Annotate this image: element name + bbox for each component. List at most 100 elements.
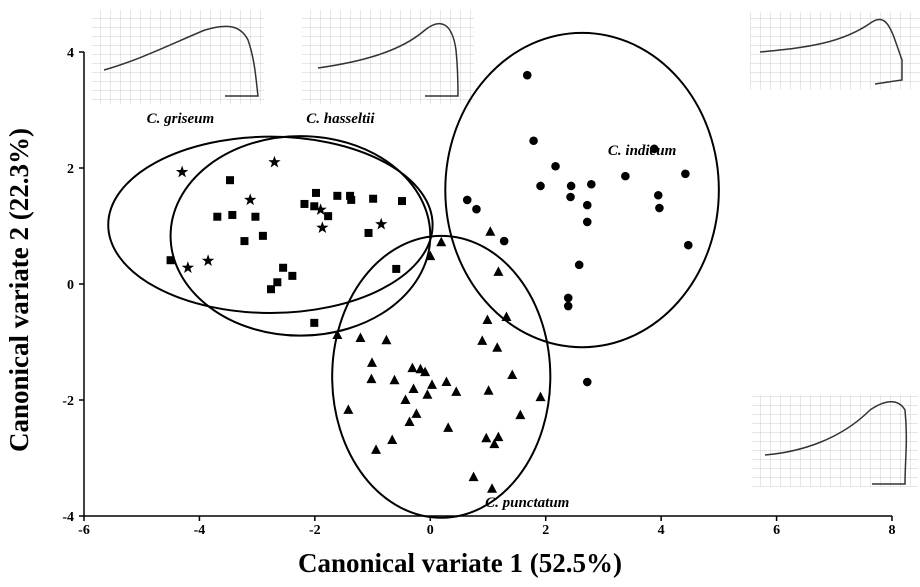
circle-point	[654, 191, 663, 200]
square-point	[226, 176, 234, 184]
circle-point	[566, 193, 575, 202]
star-point	[182, 261, 194, 273]
circle-point	[583, 218, 592, 227]
triangle-point	[477, 335, 487, 345]
series-label: C. indicum	[608, 143, 676, 159]
series-label: C. griseum	[147, 111, 215, 127]
square-point	[279, 264, 287, 272]
triangle-point	[451, 386, 461, 396]
circle-point	[564, 294, 573, 303]
square-point	[347, 196, 355, 204]
triangle-point	[441, 377, 451, 387]
circle-point	[681, 170, 690, 179]
triangle-point	[400, 395, 410, 405]
square-point	[240, 237, 248, 245]
y-tick-label: -2	[62, 394, 74, 409]
triangle-point	[487, 483, 497, 493]
star-point	[176, 166, 188, 178]
circle-point	[536, 182, 545, 191]
square-point	[398, 197, 406, 205]
square-point	[273, 278, 281, 286]
triangle-point	[485, 226, 495, 236]
triangle-point	[366, 374, 376, 384]
circle-point	[472, 205, 481, 214]
triangle-point	[427, 379, 437, 389]
series-label: C. punctatum	[485, 495, 569, 511]
triangle-point	[436, 237, 446, 247]
square-point	[213, 213, 221, 221]
x-tick-label: -2	[309, 523, 321, 538]
triangle-point	[371, 444, 381, 454]
star-point	[202, 254, 214, 266]
x-tick-label: -6	[78, 523, 90, 538]
triangle-point	[355, 332, 365, 342]
square-point	[312, 189, 320, 197]
page: Canonical variate 1 (52.5%) Canonical va…	[0, 0, 920, 587]
triangle-point	[405, 417, 415, 427]
triangle-point	[482, 314, 492, 324]
square-point	[167, 256, 175, 264]
circle-point	[523, 71, 532, 80]
circle-point	[564, 302, 573, 311]
square-point	[333, 192, 341, 200]
triangle-point	[343, 404, 353, 414]
x-axis-title: Canonical variate 1 (52.5%)	[298, 548, 622, 578]
deformation-grid	[752, 395, 918, 487]
confidence-ellipse	[332, 236, 550, 518]
circle-point	[583, 201, 592, 210]
deformation-grid	[302, 10, 474, 104]
circle-point	[655, 204, 664, 213]
triangle-point	[493, 432, 503, 442]
chart: Canonical variate 1 (52.5%) Canonical va…	[0, 0, 920, 582]
triangle-point	[443, 422, 453, 432]
star-point	[268, 156, 280, 168]
circle-point	[650, 145, 659, 154]
star-point	[375, 218, 387, 230]
square-point	[310, 202, 318, 210]
circle-point	[587, 180, 596, 189]
star-point	[244, 193, 256, 205]
x-tick-label: 2	[542, 523, 549, 538]
deformation-grid	[750, 12, 920, 90]
x-tick-label: 8	[889, 523, 896, 538]
triangle-point	[515, 410, 525, 420]
y-axis-title: Canonical variate 2 (22.3%)	[4, 128, 34, 452]
triangle-point	[409, 383, 419, 393]
square-point	[392, 265, 400, 273]
y-tick-label: 4	[67, 46, 74, 61]
deformation-grid	[92, 10, 264, 104]
circle-point	[567, 182, 576, 191]
x-tick-label: 4	[658, 523, 665, 538]
triangle-point	[536, 392, 546, 402]
triangle-point	[507, 370, 517, 380]
x-tick-label: 0	[427, 523, 434, 538]
square-point	[259, 232, 267, 240]
circle-point	[575, 261, 584, 270]
y-tick-label: 0	[67, 278, 74, 293]
triangle-point	[407, 363, 417, 373]
triangle-point	[481, 433, 491, 443]
square-point	[310, 319, 318, 327]
triangle-point	[387, 435, 397, 445]
triangle-point	[493, 266, 503, 276]
circle-point	[583, 378, 592, 387]
triangle-point	[469, 472, 479, 482]
square-point	[369, 195, 377, 203]
circle-point	[621, 172, 630, 181]
y-tick-label: 2	[67, 162, 74, 177]
triangle-point	[484, 385, 494, 395]
circle-point	[684, 241, 693, 250]
triangle-point	[381, 335, 391, 345]
circle-point	[529, 136, 538, 145]
x-tick-label: -4	[194, 523, 206, 538]
circle-point	[500, 237, 509, 246]
square-point	[228, 211, 236, 219]
star-point	[316, 221, 328, 233]
triangle-point	[367, 357, 377, 367]
confidence-ellipse	[445, 33, 719, 347]
circle-point	[463, 196, 472, 205]
y-tick-label: -4	[62, 510, 74, 525]
series-label: C. hasseltii	[306, 111, 375, 127]
square-point	[300, 200, 308, 208]
square-point	[251, 213, 259, 221]
